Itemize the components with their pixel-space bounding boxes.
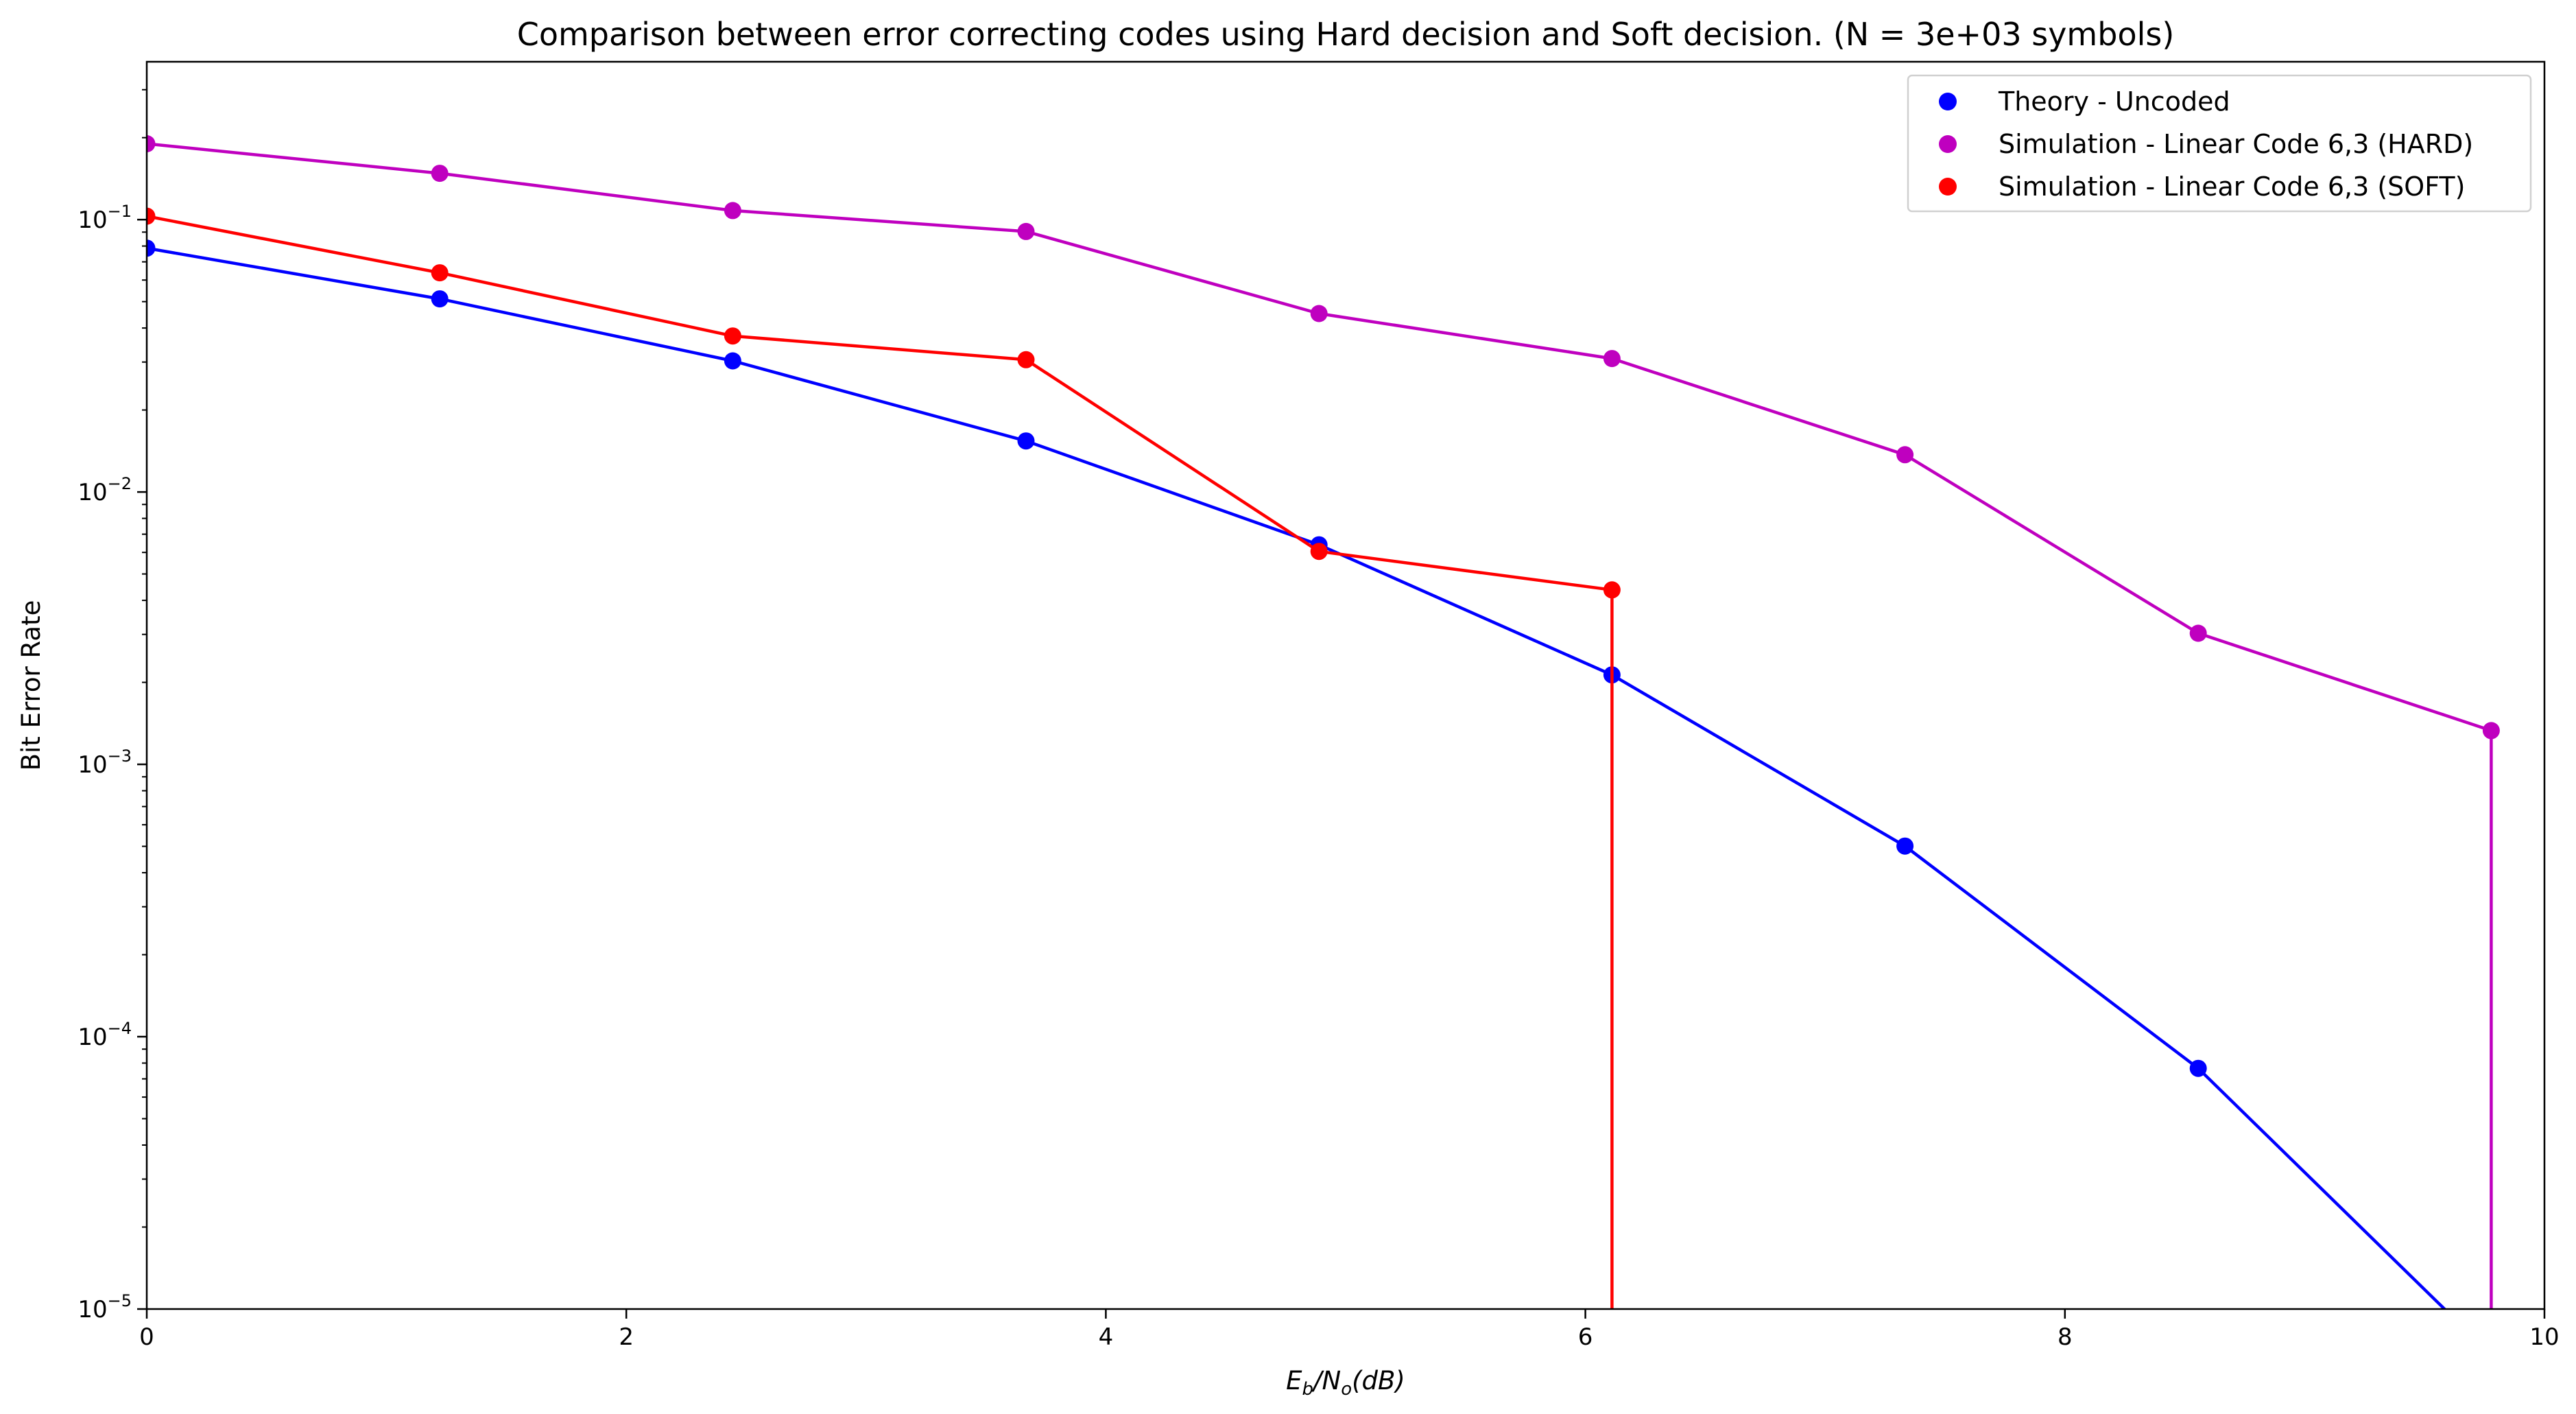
data-point xyxy=(1310,305,1328,322)
x-tick-label: 4 xyxy=(1099,1323,1114,1351)
series-2 xyxy=(147,135,2500,1309)
legend-label: Theory - Uncoded xyxy=(1998,86,2230,117)
data-point xyxy=(724,202,741,220)
y-axis: 10−510−410−310−210−1 xyxy=(77,89,147,1323)
x-axis-label-tail: (dB) xyxy=(1352,1366,1405,1395)
data-point xyxy=(147,239,156,257)
data-point xyxy=(1017,351,1035,368)
x-axis-label-mid: /N xyxy=(1311,1366,1341,1395)
data-point xyxy=(1896,446,1914,464)
legend-box xyxy=(1907,74,2532,213)
data-point xyxy=(431,165,449,182)
x-tick-label: 6 xyxy=(1578,1323,1593,1351)
y-tick-mantissa: 10 xyxy=(77,1296,107,1323)
y-tick-label: 10−1 xyxy=(77,202,132,234)
legend-label: Simulation - Linear Code 6,3 (SOFT) xyxy=(1999,172,2465,202)
legend-marker xyxy=(1939,135,1957,153)
y-tick-mantissa: 10 xyxy=(77,207,107,234)
y-tick-label: 10−4 xyxy=(77,1019,132,1051)
x-axis-label-base-sub: b xyxy=(1302,1379,1314,1400)
data-point xyxy=(147,207,156,225)
data-point xyxy=(724,327,741,345)
legend-marker xyxy=(1939,93,1957,110)
y-tick-label: 10−3 xyxy=(77,746,132,779)
y-tick-label: 10−5 xyxy=(77,1291,132,1323)
data-point xyxy=(724,352,741,370)
y-tick-mantissa: 10 xyxy=(77,1024,107,1051)
data-point xyxy=(1896,837,1914,855)
legend-item: Theory - Uncoded xyxy=(1939,86,2230,117)
x-tick-label: 10 xyxy=(2529,1323,2559,1351)
legend-marker xyxy=(1939,178,1957,196)
series-line xyxy=(147,142,2493,1309)
data-point xyxy=(431,290,449,308)
data-point xyxy=(2189,624,2207,642)
y-tick-mantissa: 10 xyxy=(77,751,107,779)
y-tick-exponent: −2 xyxy=(108,474,132,493)
data-point xyxy=(2189,1059,2207,1077)
x-tick-label: 2 xyxy=(619,1323,634,1351)
y-tick-exponent: −5 xyxy=(108,1291,132,1310)
series-3 xyxy=(147,207,1621,1309)
x-tick-label: 0 xyxy=(139,1323,154,1351)
legend-item: Simulation - Linear Code 6,3 (SOFT) xyxy=(1939,172,2465,202)
series-line xyxy=(147,214,1614,1309)
legend-label: Simulation - Linear Code 6,3 (HARD) xyxy=(1999,129,2473,159)
legend-item: Simulation - Linear Code 6,3 (HARD) xyxy=(1939,129,2473,159)
y-tick-exponent: −1 xyxy=(108,202,132,221)
chart-title: Comparison between error correcting code… xyxy=(517,16,2175,53)
x-axis: 0 2 4 6 8 10 xyxy=(139,1309,2560,1351)
data-point xyxy=(1603,581,1621,599)
legend: Theory - Uncoded Simulation - Linear Code… xyxy=(1907,74,2532,213)
data-point xyxy=(1017,222,1035,240)
plot-frame xyxy=(145,60,2546,1310)
series-1 xyxy=(147,239,2500,1363)
y-tick-exponent: −3 xyxy=(108,746,132,766)
data-point xyxy=(1017,432,1035,450)
y-tick-label: 10−2 xyxy=(77,474,132,506)
x-axis-label-base: E xyxy=(1286,1366,1302,1395)
series-line xyxy=(147,246,2447,1309)
x-axis-label-mid-sub: o xyxy=(1341,1379,1352,1400)
y-axis-label: Bit Error Rate xyxy=(16,600,46,771)
data-point xyxy=(147,135,156,152)
y-tick-exponent: −4 xyxy=(108,1019,132,1038)
data-point xyxy=(2483,1346,2500,1363)
data-point xyxy=(1603,350,1621,368)
data-point xyxy=(2482,722,2500,740)
x-tick-label: 8 xyxy=(2058,1323,2073,1351)
data-point xyxy=(1310,543,1328,561)
y-tick-mantissa: 10 xyxy=(77,479,107,506)
data-point xyxy=(431,264,449,282)
x-axis-label: Eb/No(dB) xyxy=(1286,1366,1405,1400)
series-layer xyxy=(147,135,2500,1363)
